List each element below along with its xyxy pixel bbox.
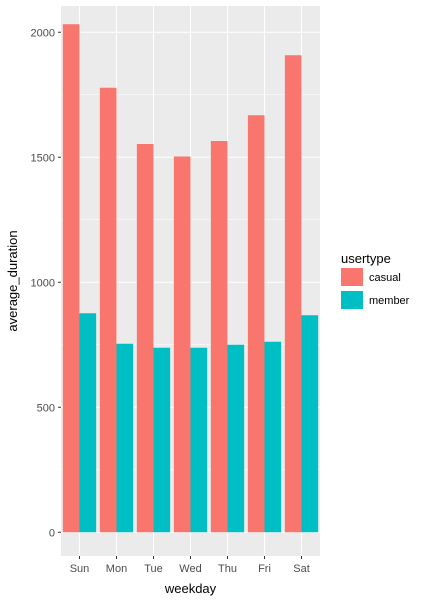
x-tick-label: Wed	[179, 563, 201, 575]
y-tick-label: 1500	[31, 152, 55, 164]
x-tick-label: Sat	[293, 563, 310, 575]
x-tick-label: Fri	[258, 563, 271, 575]
bar-casual-wed	[173, 156, 191, 533]
x-tick-label: Sun	[70, 563, 90, 575]
bar-member-tue	[153, 347, 171, 533]
bar-casual-thu	[210, 141, 228, 533]
legend-label-casual: casual	[369, 272, 401, 284]
legend-keys: casual member	[341, 268, 410, 309]
x-tick-label: Thu	[218, 563, 237, 575]
y-axis-title: average_duration	[5, 230, 20, 331]
bar-casual-sun	[62, 24, 80, 533]
bar-casual-fri	[247, 115, 265, 533]
x-axis-title: weekday	[164, 581, 217, 596]
bar-casual-tue	[136, 144, 154, 533]
legend-title: usertype	[341, 251, 391, 266]
legend-key-member	[341, 291, 363, 309]
bar-member-sat	[301, 315, 319, 533]
x-axis: Sun Mon Tue Wed Thu Fri Sat	[70, 556, 310, 575]
legend-key-casual	[341, 268, 363, 286]
bar-member-sun	[79, 313, 97, 533]
bar-casual-mon	[99, 87, 117, 533]
bar-member-thu	[227, 344, 245, 533]
x-tick-label: Mon	[106, 563, 127, 575]
bars	[62, 24, 319, 533]
y-tick-label: 500	[37, 402, 55, 414]
y-tick-label: 1000	[31, 277, 55, 289]
bar-member-fri	[264, 341, 282, 533]
y-axis: 0 500 1000 1500 2000	[31, 27, 61, 539]
bar-member-mon	[116, 343, 134, 533]
bar-member-wed	[190, 347, 208, 533]
legend-label-member: member	[369, 295, 410, 307]
legend: usertype casual member	[341, 251, 410, 309]
bar-casual-sat	[284, 55, 302, 533]
x-tick-label: Tue	[144, 563, 163, 575]
y-tick-label: 0	[49, 527, 55, 539]
y-tick-label: 2000	[31, 27, 55, 39]
